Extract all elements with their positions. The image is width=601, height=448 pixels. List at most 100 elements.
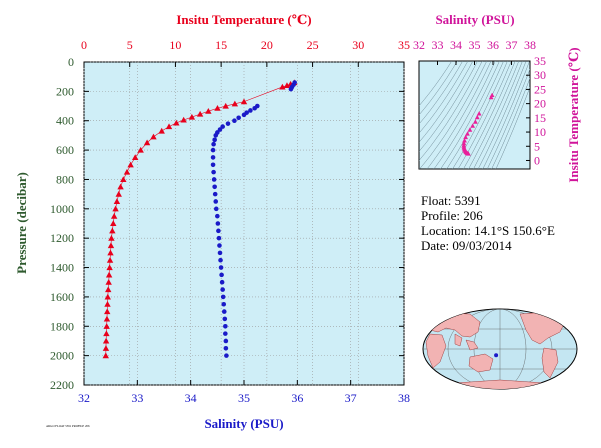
density-contour bbox=[463, 61, 516, 169]
salinity-tick-label: 38 bbox=[398, 391, 410, 405]
density-contour bbox=[419, 61, 453, 107]
density-contour bbox=[452, 61, 508, 169]
salinity-point bbox=[218, 257, 223, 263]
temperature-point bbox=[105, 279, 112, 285]
salinity-point bbox=[212, 137, 217, 143]
temperature-point bbox=[112, 205, 119, 212]
pressure-tick-label: 1400 bbox=[50, 261, 74, 275]
temperature-point bbox=[214, 105, 221, 111]
salinity-tick-label: 35 bbox=[238, 391, 250, 405]
temperature-point bbox=[115, 190, 122, 197]
salinity-point bbox=[219, 272, 224, 278]
temperature-point bbox=[127, 161, 134, 168]
salinity-point bbox=[216, 235, 222, 241]
temperature-point bbox=[165, 123, 173, 130]
temperature-point bbox=[137, 146, 144, 153]
temperature-point bbox=[188, 113, 196, 120]
pressure-tick-label: 400 bbox=[56, 114, 74, 128]
density-contour-group bbox=[419, 61, 530, 169]
salinity-point bbox=[212, 184, 217, 190]
ts-temperature-tick-label: 25 bbox=[534, 82, 546, 96]
salinity-point bbox=[223, 323, 228, 329]
salinity-point bbox=[213, 199, 219, 204]
density-contour bbox=[419, 61, 488, 169]
temperature-point bbox=[107, 242, 115, 249]
ts-right-title: Insitu Temperature (℃) bbox=[566, 47, 581, 182]
density-contour bbox=[426, 61, 492, 169]
salinity-tick-label: 34 bbox=[185, 391, 197, 405]
salinity-point bbox=[248, 108, 253, 113]
ts-point bbox=[488, 94, 494, 100]
salinity-tick-labels: 32 33 34 35 36 37 38 bbox=[78, 391, 410, 405]
ts-temperature-tick-label: 15 bbox=[534, 111, 546, 125]
salinity-point bbox=[252, 105, 257, 111]
temperature-point bbox=[240, 98, 248, 105]
float-location-marker bbox=[494, 353, 499, 358]
ts-salinity-tick-label: 34 bbox=[450, 38, 462, 52]
salinity-point bbox=[211, 177, 217, 182]
footer-tiny-text: ARGO FLOAT 5391 PROFILE 206 bbox=[46, 424, 90, 428]
temperature-point bbox=[103, 323, 110, 329]
temperature-point bbox=[231, 100, 239, 107]
temperature-tick-label: 10 bbox=[169, 38, 181, 52]
salinity-point bbox=[221, 309, 227, 314]
salinity-point bbox=[223, 345, 229, 351]
salinity-point bbox=[223, 338, 229, 344]
salinity-tick-label: 36 bbox=[291, 391, 303, 405]
temperature-point bbox=[143, 139, 151, 146]
salinity-point bbox=[236, 115, 241, 121]
ts-point bbox=[465, 151, 471, 156]
salinity-point bbox=[210, 147, 216, 153]
temperature-point bbox=[279, 83, 286, 90]
temperature-point bbox=[205, 107, 212, 114]
temperature-point bbox=[110, 212, 118, 219]
salinity-tick-label: 33 bbox=[131, 391, 143, 405]
float-label: Float: 5391 bbox=[421, 193, 481, 208]
density-contour bbox=[495, 87, 530, 169]
salinity-point bbox=[218, 265, 224, 270]
salinity-point bbox=[222, 316, 228, 322]
density-contour bbox=[491, 78, 530, 169]
top-axis-title: Insitu Temperature (℃) bbox=[176, 12, 311, 27]
salinity-point bbox=[216, 228, 221, 234]
salinity-point bbox=[210, 162, 216, 168]
temperature-point bbox=[180, 116, 187, 123]
density-contour bbox=[440, 61, 500, 169]
salinity-point bbox=[220, 287, 225, 292]
ts-temperature-tick-label: 0 bbox=[534, 153, 540, 167]
temperature-point bbox=[123, 168, 131, 175]
density-contour bbox=[419, 61, 458, 116]
temperature-tick-labels: 0 5 10 15 20 25 30 35 bbox=[81, 38, 410, 52]
ts-salinity-tick-label: 36 bbox=[487, 38, 499, 52]
ts-plot-area bbox=[418, 60, 531, 170]
salinity-point bbox=[225, 121, 231, 126]
temperature-tick-label: 30 bbox=[352, 38, 364, 52]
salinity-point bbox=[232, 118, 237, 124]
temperature-point bbox=[103, 315, 111, 322]
salinity-point bbox=[211, 141, 216, 147]
ts-point bbox=[461, 141, 467, 146]
ts-salinity-tick-label: 38 bbox=[524, 38, 536, 52]
density-contour bbox=[473, 61, 523, 169]
density-contours bbox=[419, 61, 530, 169]
temperature-point bbox=[102, 345, 110, 351]
salinity-point bbox=[213, 206, 219, 212]
salinity-point bbox=[217, 250, 223, 256]
pressure-tick-label: 1000 bbox=[50, 202, 74, 216]
salinity-point bbox=[211, 169, 216, 175]
density-contour bbox=[486, 68, 530, 169]
salinity-point bbox=[224, 353, 229, 358]
ts-point bbox=[465, 131, 470, 136]
pressure-tick-label: 200 bbox=[56, 84, 74, 98]
temperature-tick-label: 35 bbox=[398, 38, 410, 52]
temperature-tick-label: 25 bbox=[307, 38, 319, 52]
temperature-point bbox=[158, 127, 165, 134]
pressure-tick-label: 2000 bbox=[50, 349, 74, 363]
salinity-point bbox=[217, 243, 222, 248]
density-contour bbox=[457, 61, 512, 169]
salinity-tick-label: 32 bbox=[78, 391, 90, 405]
salinity-point bbox=[215, 213, 220, 219]
temperature-tick-label: 0 bbox=[81, 38, 87, 52]
